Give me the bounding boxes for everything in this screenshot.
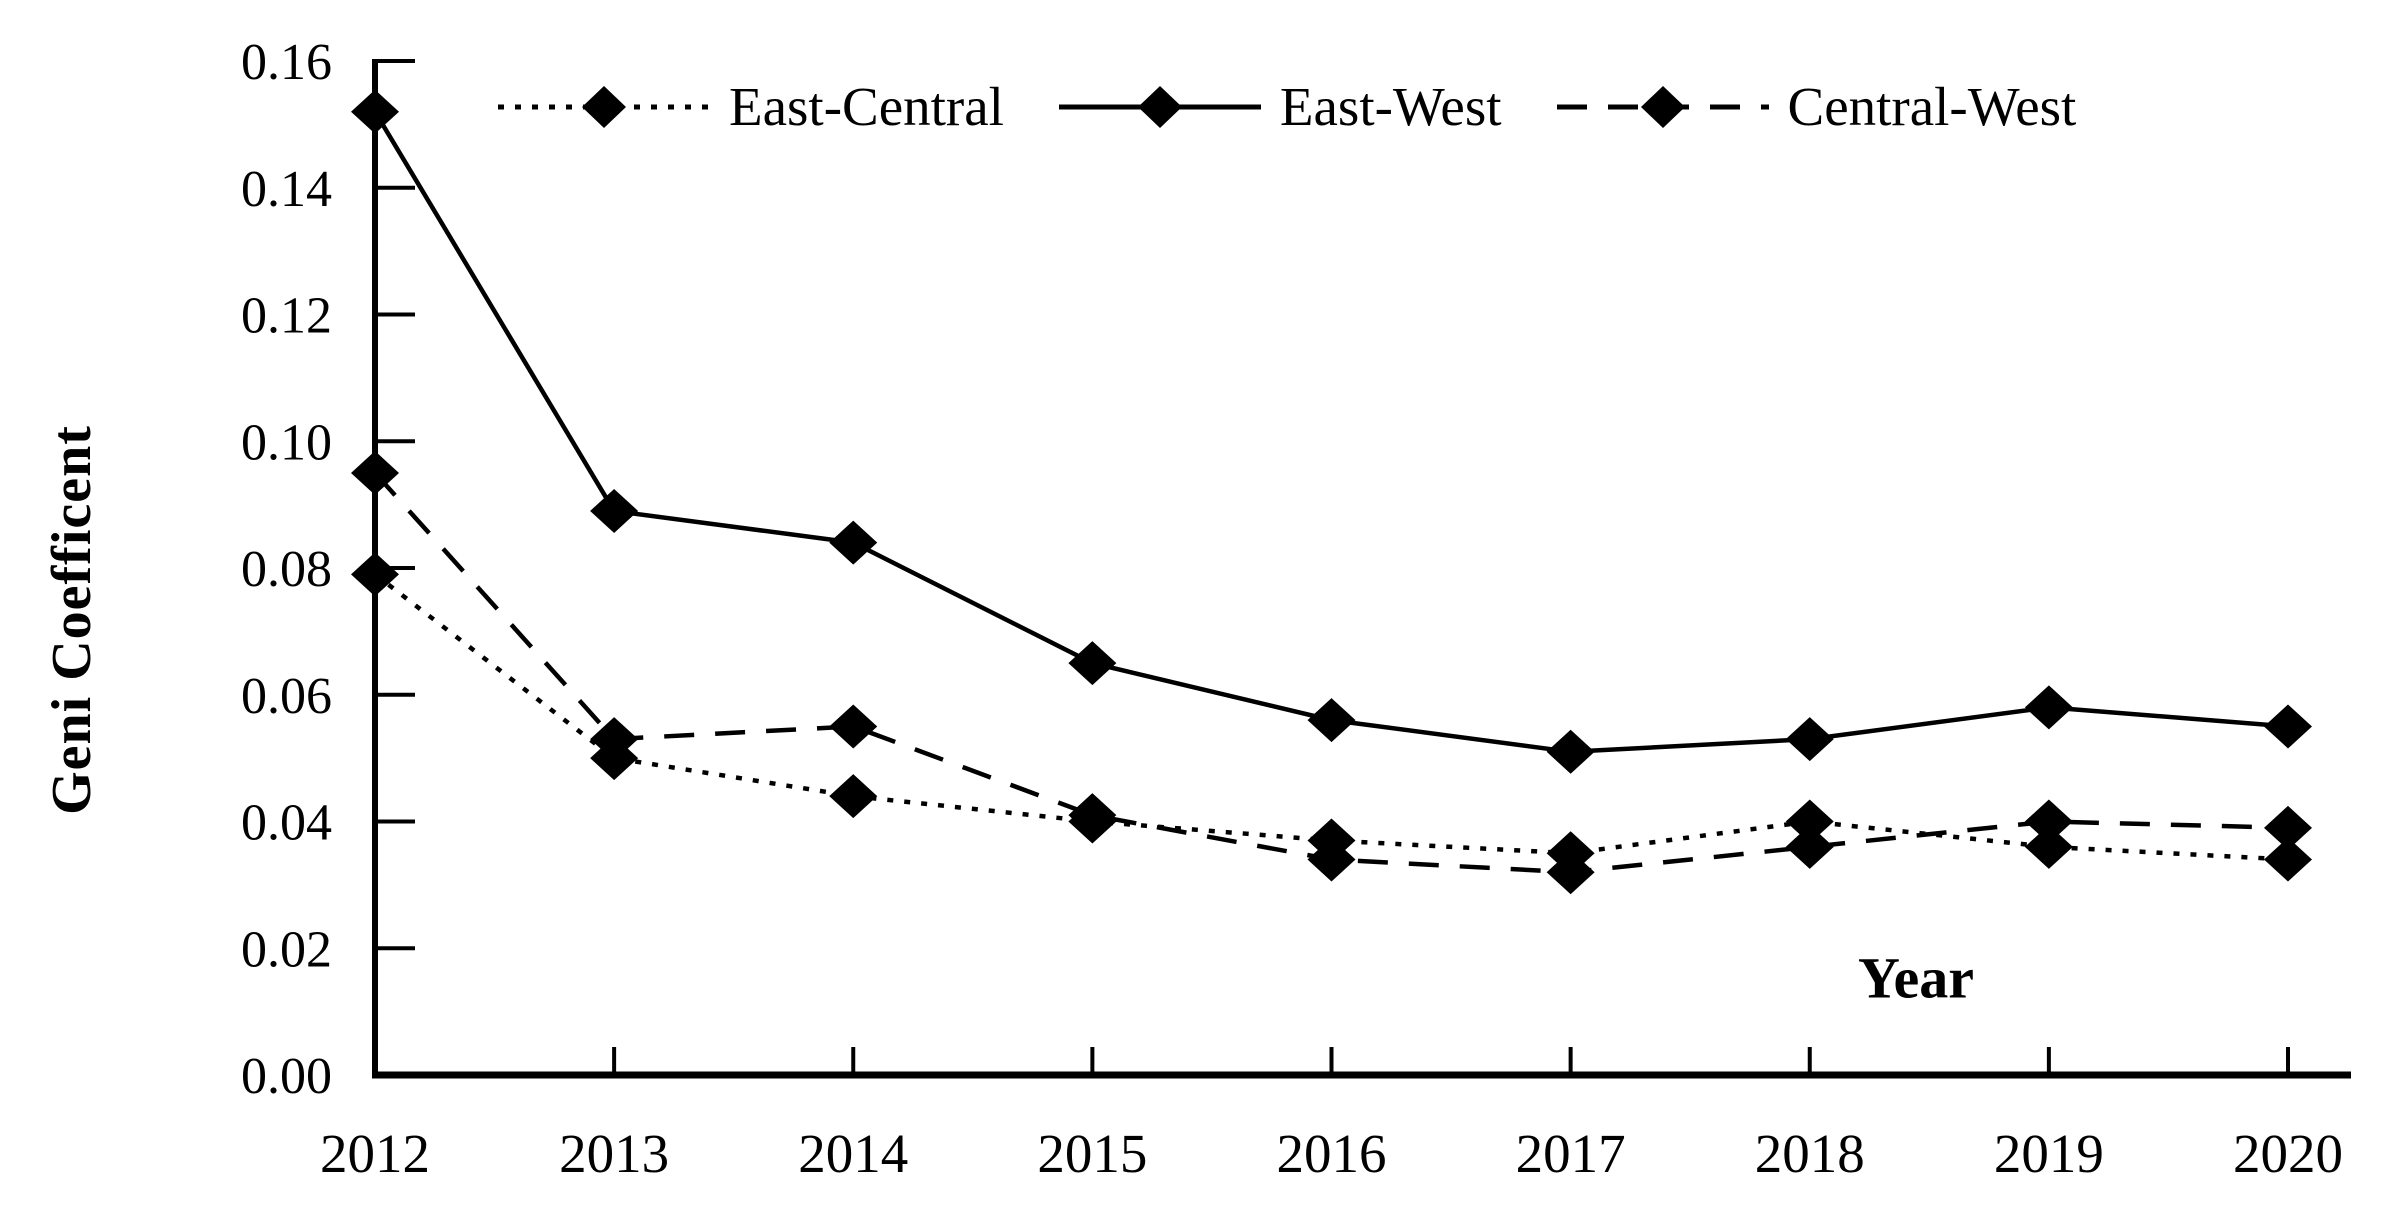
data-point-east-west bbox=[1307, 698, 1356, 743]
data-point-central-west bbox=[2024, 799, 2073, 844]
data-point-central-west bbox=[590, 717, 639, 762]
x-tick-label: 2020 bbox=[2233, 1123, 2343, 1184]
data-point-east-central bbox=[2264, 837, 2312, 882]
data-point-central-west bbox=[351, 450, 399, 495]
data-point-central-west bbox=[1546, 850, 1595, 895]
data-point-east-central bbox=[351, 552, 399, 597]
y-tick-label: 0.06 bbox=[241, 668, 332, 725]
data-point-east-central bbox=[2024, 824, 2073, 869]
data-point-east-central bbox=[1785, 799, 1834, 844]
data-point-central-west bbox=[1068, 793, 1117, 838]
legend-item-central-west: Central-West bbox=[1554, 75, 2077, 138]
y-tick-label: 0.08 bbox=[241, 541, 332, 598]
legend: East-Central East-West Central-West bbox=[495, 75, 2364, 138]
series-line-central-west bbox=[373, 471, 2289, 875]
legend-label-east-west: East-West bbox=[1279, 76, 1502, 137]
data-point-east-west bbox=[1068, 641, 1117, 686]
x-tick-label: 2016 bbox=[1277, 1123, 1387, 1184]
legend-line-dotted-icon bbox=[498, 85, 710, 128]
x-tick-label: 2012 bbox=[320, 1123, 430, 1184]
data-point-east-west bbox=[1785, 717, 1834, 762]
y-tick-label: 0.12 bbox=[241, 288, 332, 345]
legend-label-central-west: Central-West bbox=[1787, 76, 2077, 137]
data-point-east-west bbox=[590, 488, 639, 533]
data-point-east-west bbox=[2264, 704, 2312, 749]
data-point-east-west bbox=[351, 89, 399, 134]
data-point-east-central bbox=[829, 774, 878, 819]
x-tick-label: 2013 bbox=[559, 1123, 669, 1184]
y-axis-title: Geni Coefficent bbox=[41, 425, 103, 815]
y-tick-label: 0.02 bbox=[241, 921, 332, 978]
x-tick-label: 2018 bbox=[1755, 1123, 1865, 1184]
y-tick-label: 0.16 bbox=[241, 34, 332, 91]
data-point-east-west bbox=[829, 520, 878, 565]
legend-line-solid-icon bbox=[1058, 85, 1261, 128]
x-axis-title: Year bbox=[1858, 945, 1974, 1011]
legend-label-east-central: East-Central bbox=[729, 76, 1004, 137]
data-point-central-west bbox=[829, 704, 878, 749]
data-point-east-west bbox=[1546, 729, 1595, 774]
legend-item-east-west: East-West bbox=[1056, 75, 1502, 138]
legend-item-east-central: East-Central bbox=[495, 75, 1004, 138]
legend-line-dashed-icon bbox=[1556, 85, 1769, 128]
x-tick-label: 2014 bbox=[798, 1123, 908, 1184]
data-point-east-west bbox=[2024, 685, 2073, 730]
y-tick-label: 0.00 bbox=[241, 1048, 332, 1105]
y-tick-label: 0.04 bbox=[241, 795, 332, 852]
x-tick-label: 2017 bbox=[1516, 1123, 1626, 1184]
y-tick-label: 0.14 bbox=[241, 161, 332, 218]
series-line-east-west bbox=[373, 110, 2289, 755]
x-tick-label: 2019 bbox=[1994, 1123, 2104, 1184]
data-point-central-west bbox=[1307, 837, 1356, 882]
y-tick-label: 0.10 bbox=[241, 414, 332, 471]
data-point-central-west bbox=[2264, 805, 2312, 850]
data-point-central-west bbox=[1785, 824, 1834, 869]
x-tick-label: 2015 bbox=[1037, 1123, 1147, 1184]
